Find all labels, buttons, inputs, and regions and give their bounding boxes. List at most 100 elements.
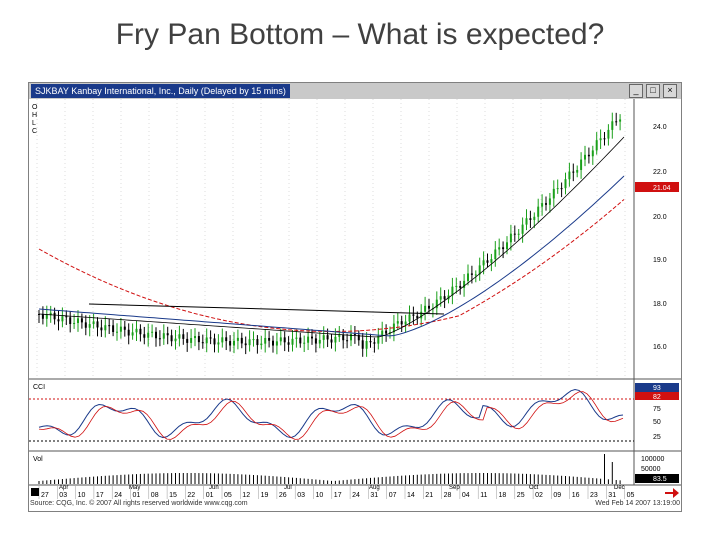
candle-body [533,216,536,220]
month-label: Jul [284,485,292,491]
candle-body [96,321,99,328]
scroll-right-arrow-icon[interactable] [665,488,679,498]
candle-body [611,121,614,130]
candle-body [178,334,181,339]
candle-body [127,329,130,336]
candle-body [509,233,512,243]
candle-body [80,318,83,323]
candle-body [61,316,64,322]
date-label: 24 [114,492,122,499]
indicator-axis-label: 50 [653,419,661,426]
date-label: 14 [407,492,415,499]
candle-body [116,331,118,333]
date-label: 26 [279,492,287,499]
candle-body [599,138,602,141]
candle-body [151,331,154,333]
candle-body [268,337,271,341]
volume-label: Vol [33,456,43,463]
candle-body [57,319,60,322]
candle-body [455,285,458,287]
candle-body [260,343,263,346]
candle-body [131,332,134,336]
date-label: 21 [425,492,433,499]
minimize-button[interactable]: _ [629,84,643,98]
volume-bars [38,454,621,484]
candle-body [233,340,235,346]
candle-body [326,335,329,340]
candle-body [474,274,477,276]
candle-body [400,321,403,325]
candle-body [311,336,313,339]
volume-axis-label: 50000 [641,466,661,473]
candle-body [607,129,610,139]
candle-body [217,342,220,345]
date-label: 05 [627,492,635,499]
candle-body [197,336,200,343]
candle-body [377,336,380,344]
candle-body [166,333,169,336]
candle-body [342,334,345,341]
candle-body [560,188,563,190]
candle-body [521,224,524,234]
candle-body [104,325,107,331]
slide-title: Fry Pan Bottom – What is expected? [115,18,605,51]
candle-body [88,324,91,328]
candle-body [467,273,469,281]
date-label: 12 [242,492,250,499]
candle-body [587,154,590,157]
date-axis: 27 03 10 17 24 01 08 15 22 01 05 12 19 26 03 10 17 24 31 07… [38,485,635,499]
candle-body [482,260,485,266]
close-button[interactable]: × [663,84,677,98]
volume-value: 83.5 [653,476,667,483]
indicator-axis-label: 75 [653,406,661,413]
source-credit: Source: CQG, Inc. © 2007 All rights rese… [30,500,248,507]
trendline [88,303,445,315]
candle-body [486,260,489,263]
candle-body [303,342,306,344]
price-label: 19.0 [653,257,667,264]
date-label: 31 [608,492,616,499]
candle-body [201,342,204,344]
candle-body [112,325,115,333]
legend-low: L [32,120,36,127]
date-label: 05 [224,492,232,499]
price-label: 24.0 [653,124,667,131]
candle-body [248,339,251,346]
window-controls: _ □ × [629,84,677,98]
maximize-button[interactable]: □ [646,84,660,98]
window-titlebar[interactable]: SJKBAY Kanbay International, Inc., Daily… [29,83,681,99]
candle-body [73,322,76,325]
price-chart[interactable]: O H L C 24.0 22.0 20.0 19.0 18.0 16.0 21… [29,99,681,511]
indicator-signal-line [38,391,624,440]
date-label: 10 [78,492,86,499]
indicator-label: CCI [33,384,45,391]
candle-body [564,179,567,189]
candle-body [38,314,40,315]
date-label: 17 [334,492,342,499]
candle-body [291,338,294,345]
candle-body [205,337,208,344]
volume-value-marker [635,474,679,483]
candle-body [373,342,376,344]
month-label: Oct [529,485,539,491]
scroll-left-icon[interactable] [31,488,39,496]
date-label: 03 [297,492,305,499]
candle-body [420,311,423,319]
candle-body [119,326,122,332]
volume-axis-label: 100000 [641,456,664,463]
candle-body [529,218,532,220]
month-label: May [129,485,140,491]
ma-short [38,136,625,338]
candle-body [174,338,177,342]
candle-body [162,333,165,339]
legend-high: H [32,112,37,119]
chart-window: SJKBAY Kanbay International, Inc., Daily… [28,82,682,512]
candle-body [470,273,473,275]
price-grid [36,99,626,379]
candle-body [186,338,189,343]
candle-body [353,334,356,336]
candle-body [361,340,364,349]
current-price-marker [635,182,679,192]
candle-body [318,339,321,344]
candle-body [619,119,622,122]
